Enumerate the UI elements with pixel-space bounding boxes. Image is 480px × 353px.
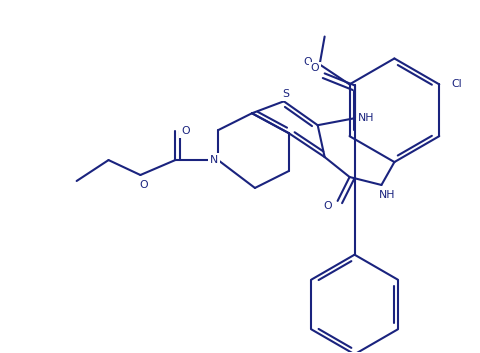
Text: NH: NH [358,113,374,123]
Text: S: S [282,89,288,99]
Text: O: O [310,64,318,73]
Text: O: O [180,126,189,136]
Text: Cl: Cl [451,79,462,89]
Text: O: O [303,58,312,67]
Text: NH: NH [378,190,395,200]
Text: O: O [323,201,331,211]
Text: O: O [139,180,147,190]
Text: N: N [210,155,218,165]
